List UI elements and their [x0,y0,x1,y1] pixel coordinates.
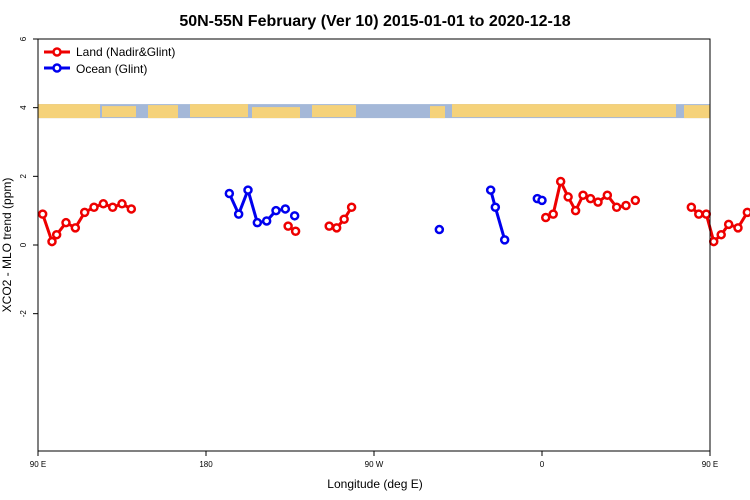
land-band [148,105,178,119]
data-point [51,229,62,240]
x-tick-label: 0 [540,460,545,469]
land-band [38,104,100,119]
legend: Land (Nadir&Glint) Ocean (Glint) [44,45,175,76]
data-point [630,195,641,206]
data-point [89,202,99,212]
data-point [271,205,281,216]
data-point [723,219,734,230]
data-point [708,236,719,247]
land-band [252,107,300,119]
data-point [47,236,57,247]
data-point [233,209,244,219]
data-point [733,223,743,233]
y-tick-label: 4 [19,105,28,110]
x-tick-label: 90 W [365,460,384,469]
data-point [107,202,118,212]
data-point [434,224,445,235]
data-point [243,185,253,195]
y-tick-label: 0 [19,242,28,247]
data-point [346,202,357,212]
data-point [537,195,547,206]
data-point [548,209,558,219]
data-point [694,209,704,219]
data-point [61,217,71,228]
data-point [563,192,573,202]
y-axis-label: XCO2 - MLO trend (ppm) [0,178,14,313]
data-point [742,207,750,218]
series-line [489,189,507,241]
data-point [701,209,712,219]
data-point [716,229,726,240]
series-1 [224,185,547,245]
x-tick-label: 180 [199,460,213,469]
data-point [621,200,631,211]
land-band [452,104,676,118]
data-point [79,207,90,218]
series-0 [37,176,750,247]
data-point [499,235,510,245]
legend-ocean-label: Ocean (Glint) [76,62,147,76]
land-band [102,106,136,118]
x-axis-label: Longitude (deg E) [327,477,422,491]
data-point [611,202,622,212]
data-point [555,176,566,187]
series-layer [37,176,750,247]
data-point [485,185,496,195]
y-tick-label: -2 [19,310,28,318]
land-band [190,104,248,118]
chart-title: 50N-55N February (Ver 10) 2015-01-01 to … [179,13,570,30]
x-tick-label: 90 E [702,460,718,469]
data-point [331,223,342,233]
data-point [578,190,588,200]
land-band [430,106,445,119]
land-band [684,105,710,119]
plot-frame [37,38,711,452]
data-point [261,216,272,226]
data-point [283,221,293,231]
data-point [324,221,334,231]
data-point [280,204,291,214]
data-point [585,193,596,204]
data-point [570,205,581,216]
data-point [602,190,613,200]
data-point [289,211,300,221]
data-point [70,223,81,233]
data-point [252,217,263,228]
data-point [224,188,235,199]
y-tick-label: 6 [19,36,28,41]
x-tick-label: 90 E [30,460,46,469]
y-axis: -2 0 2 4 6 [19,36,38,317]
y-tick-label: 2 [19,174,28,179]
data-point [540,212,551,223]
data-point [686,202,697,212]
legend-land-marker [52,47,62,57]
data-point [37,209,48,219]
data-point [290,226,301,237]
data-point [490,202,501,212]
data-point [117,199,127,209]
data-point [98,199,109,209]
data-point [593,197,603,207]
x-axis: 90 E 180 90 W 0 90 E [30,451,718,469]
land-band [312,105,356,118]
data-point [339,214,349,224]
land-ocean-strip [38,104,710,119]
legend-land-label: Land (Nadir&Glint) [76,45,175,59]
data-point [126,204,137,214]
legend-ocean-marker [52,63,62,73]
